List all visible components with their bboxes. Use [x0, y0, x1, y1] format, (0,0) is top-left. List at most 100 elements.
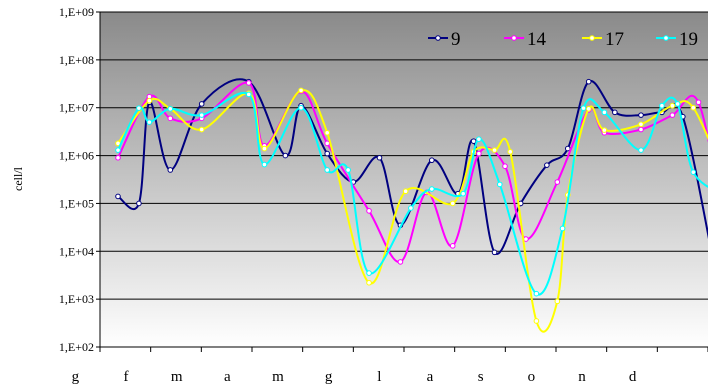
x-tick-label: a — [427, 369, 434, 385]
series-17-point — [366, 279, 372, 286]
gridlines — [100, 11, 708, 348]
series-19-point — [674, 101, 681, 107]
y-tick-label: 1,E+03 — [59, 292, 94, 306]
series-group — [115, 78, 708, 333]
series-9-point — [612, 109, 618, 116]
x-tick-label: l — [377, 369, 381, 385]
x-tick-label: a — [224, 369, 231, 385]
series-14-point — [502, 163, 508, 169]
series-19-point — [690, 169, 697, 175]
series-17-point — [507, 148, 514, 155]
series-14-point — [167, 115, 174, 122]
series-9-point — [198, 101, 205, 107]
series-17-point — [324, 129, 331, 136]
series-14-point — [476, 150, 482, 157]
x-tick-label: m — [272, 369, 284, 385]
series-9-point — [491, 249, 498, 256]
legend-label: 19 — [679, 29, 698, 50]
series-19-point — [198, 112, 205, 118]
x-tick-label: s — [478, 369, 484, 385]
x-tick-label: f — [124, 369, 129, 385]
series-9-point — [136, 200, 142, 207]
x-tick-label: n — [578, 369, 586, 385]
series-14-point — [554, 179, 561, 185]
series-17-point — [261, 145, 268, 152]
series-19-point — [261, 161, 268, 168]
series-9-point — [429, 157, 435, 164]
series-19-point — [580, 105, 587, 111]
series-14-point — [366, 208, 372, 214]
y-tick-label: 1,E+08 — [59, 53, 94, 67]
series-19-point — [167, 105, 174, 112]
series-14-point — [115, 154, 121, 161]
series-19-point — [638, 147, 644, 153]
series-19-point — [429, 186, 435, 192]
series-9-point — [115, 193, 121, 200]
y-tick-label: 1,E+02 — [59, 340, 94, 354]
x-tick-label: o — [528, 369, 536, 385]
y-tick-label: 1,E+04 — [59, 244, 94, 258]
y-tick-label: 1,E+07 — [59, 101, 94, 115]
series-19-point — [298, 104, 304, 111]
series-9-point — [470, 138, 477, 144]
series-14-line — [117, 81, 708, 263]
legend-label: 14 — [527, 29, 547, 50]
series-17-point — [198, 126, 205, 133]
series-17-point — [402, 188, 409, 195]
series-19-point — [659, 102, 665, 109]
series-19-point — [408, 205, 414, 211]
series-19-point — [476, 136, 482, 142]
series-14-point — [695, 99, 702, 106]
series-17-point — [146, 97, 153, 104]
y-tick-label: 1,E+06 — [59, 149, 94, 163]
series-14-point — [638, 126, 644, 133]
series-19-point — [601, 109, 608, 116]
series-17-point — [669, 102, 676, 109]
y-tick-label: 1,E+09 — [59, 5, 94, 19]
series-19-point — [366, 270, 372, 276]
legend-label: 17 — [605, 29, 624, 50]
y-axis-title: cell/l — [11, 166, 25, 191]
series-17-point — [533, 318, 540, 324]
y-tick-label: 1,E+05 — [59, 196, 94, 210]
series-17-point — [449, 200, 456, 207]
series-9-point — [544, 162, 550, 168]
plot-area — [100, 12, 708, 347]
series-9-point — [282, 152, 289, 159]
series-17-point — [491, 147, 498, 153]
series-19-point — [245, 91, 252, 98]
series-9-point — [376, 154, 383, 161]
legend-label: 9 — [451, 29, 461, 50]
series-9-point — [167, 167, 174, 173]
series-17-point — [690, 104, 697, 111]
series-17-point — [298, 87, 304, 94]
legend: 9 14 17 19 — [428, 29, 698, 50]
series-9-point — [585, 78, 592, 85]
legend-marker — [511, 35, 517, 41]
series-17-point — [638, 121, 644, 128]
series-19-point — [146, 119, 153, 125]
series-19-point — [345, 167, 351, 173]
series-19-point — [324, 167, 331, 173]
y-axis: 1,E+02 1,E+03 1,E+04 1,E+05 1,E+06 1,E+07 1,E+… — [59, 5, 101, 354]
series-17-point — [585, 105, 592, 112]
series-9-point — [638, 112, 644, 118]
series-14-point — [245, 80, 252, 86]
series-19-point — [496, 181, 503, 188]
series-14-point — [669, 112, 676, 118]
series-14-point — [449, 243, 456, 249]
series-19-point — [559, 225, 566, 232]
legend-marker — [589, 35, 595, 41]
series-14-point — [324, 140, 331, 147]
series-19-point — [460, 190, 466, 197]
series-19-point — [115, 147, 121, 153]
x-tick-label: d — [629, 369, 637, 385]
legend-marker — [663, 35, 669, 41]
legend-marker — [435, 35, 441, 41]
series-14-point — [397, 259, 404, 265]
series-17-point — [601, 127, 608, 133]
x-tick-label: g — [325, 369, 333, 385]
series-17-point — [554, 298, 561, 305]
series-9-point — [324, 150, 331, 157]
